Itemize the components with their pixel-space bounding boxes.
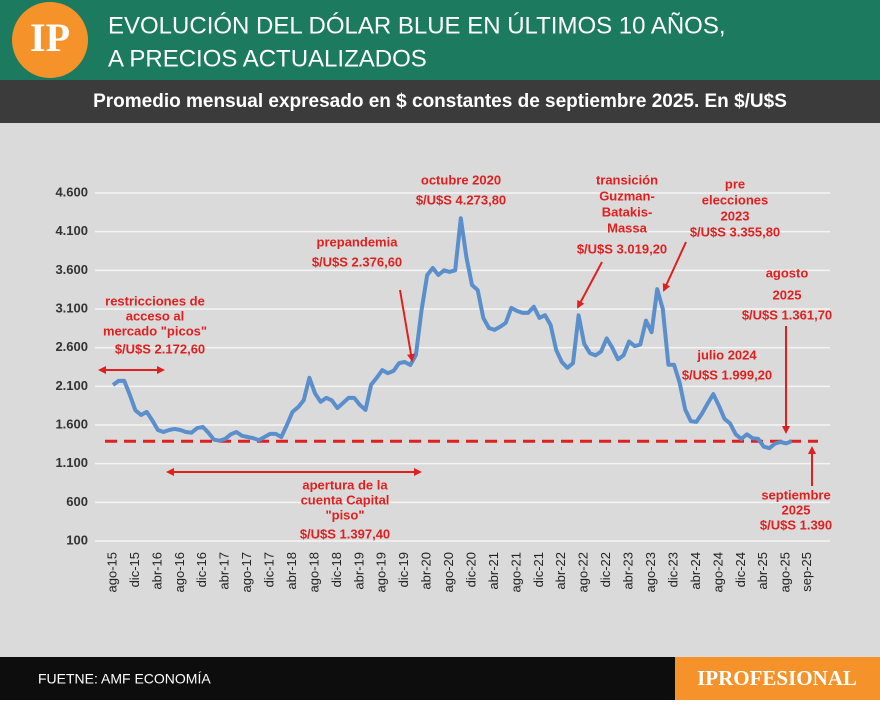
brand: IPROFESIONAL: [697, 666, 857, 690]
x-tick-label: abr-16: [149, 552, 164, 590]
x-tick-label: abr-23: [621, 552, 636, 590]
value-label: $/U$S 1.361,70: [742, 307, 832, 322]
x-tick-label: dic-15: [127, 552, 142, 587]
pointer-arrow: [399, 289, 415, 362]
x-tick-label: dic-23: [665, 552, 680, 587]
annotation: pre: [725, 176, 745, 191]
y-tick-label: 3.100: [55, 300, 88, 315]
x-tick-label: sep-25: [799, 552, 814, 592]
annotation: elecciones: [702, 192, 769, 207]
logo-circle: [12, 2, 88, 78]
x-tick-label: ago-16: [172, 552, 187, 592]
y-tick-label: 100: [66, 532, 88, 547]
y-tick-label: 3.600: [55, 262, 88, 277]
chart-title: EVOLUCIÓN DEL DÓLAR BLUE EN ÚLTIMOS 10 A…: [108, 12, 726, 39]
x-tick-label: abr-22: [553, 552, 568, 590]
x-tick-label: abr-20: [419, 552, 434, 590]
annotation: 2025: [782, 502, 811, 517]
x-tick-label: abr-21: [486, 552, 501, 590]
logo: IP: [30, 15, 70, 60]
y-tick-label: 600: [66, 494, 88, 509]
x-tick-label: dic-19: [396, 552, 411, 587]
annotation: mercado "picos": [103, 323, 207, 338]
annotation: octubre 2020: [421, 172, 501, 187]
annotation: julio 2024: [696, 347, 757, 362]
value-label: $/U$S 2.172,60: [115, 341, 205, 356]
y-tick-label: 4.100: [55, 223, 88, 238]
x-tick-label: ago-15: [104, 552, 119, 592]
source: FUETNE: AMF ECONOMÍA: [38, 671, 211, 687]
x-tick-label: dic-24: [733, 552, 748, 587]
annotation: prepandemia: [317, 234, 399, 249]
annotation: agosto: [766, 265, 809, 280]
arrows: [98, 241, 816, 486]
annotation: Guzman-: [599, 188, 655, 203]
x-tick-label: abr-24: [688, 552, 703, 590]
value-label: $/U$S 1.999,20: [682, 367, 772, 382]
value-label: $/U$S 1.390: [760, 517, 832, 532]
annotation: Batakis-: [602, 204, 653, 219]
y-tick-label: 1.600: [55, 416, 88, 431]
annotation: septiembre: [761, 487, 830, 502]
x-tick-label: ago-24: [710, 552, 725, 592]
plot: ago-15 dic-15 abr-16 ago-16 dic-16 abr-17 ago-…: [104, 216, 818, 592]
x-tick-label: ago-18: [306, 552, 321, 592]
annotation: transición: [596, 172, 658, 187]
subtitle-bg: [0, 80, 880, 123]
annotation: Massa: [607, 220, 648, 235]
chart-bg: [0, 123, 880, 657]
annotation: 2023: [721, 208, 750, 223]
x-tick-label: dic-16: [194, 552, 209, 587]
x-tick-label: dic-17: [262, 552, 277, 587]
value-label: $/U$S 1.397,40: [300, 526, 390, 541]
x-tick-label: dic-18: [329, 552, 344, 587]
x-tick-label: dic-20: [463, 552, 478, 587]
brand-bg: [675, 657, 880, 700]
x-tick-label: dic-22: [598, 552, 613, 587]
x-tick-label: ago-22: [576, 552, 591, 592]
x-tick-label: ago-23: [643, 552, 658, 592]
value-label: $/U$S 3.019,20: [577, 241, 667, 256]
annotation: cuenta Capital: [301, 492, 390, 507]
y-tick-label: 1.100: [55, 455, 88, 470]
x-tick-label: abr-17: [217, 552, 232, 590]
annotation: acceso al: [126, 308, 185, 323]
x-tick-label: ago-25: [778, 552, 793, 592]
x-tick-label: abr-18: [284, 552, 299, 590]
value-label: $/U$S 2.376,60: [312, 254, 402, 269]
annotation: 2025: [773, 287, 802, 302]
x-tick-label: ago-20: [441, 552, 456, 592]
pointer-arrow: [577, 261, 603, 309]
header-bg: [0, 0, 880, 80]
annotation: "piso": [325, 507, 364, 522]
chart-title: A PRECIOS ACTUALIZADOS: [108, 45, 427, 72]
x-tick-label: ago-17: [239, 552, 254, 592]
annotation: restricciones de: [105, 293, 205, 308]
x-tick-label: ago-21: [508, 552, 523, 592]
grid: 100 600 1.100 1.600 2.100 2.600 3.100 3.600 4.10…: [55, 184, 830, 547]
y-tick-label: 2.100: [55, 378, 88, 393]
x-tick-label: abr-25: [755, 552, 770, 590]
pointer-arrow: [662, 241, 687, 292]
x-tick-label: abr-19: [351, 552, 366, 590]
y-tick-label: 2.600: [55, 339, 88, 354]
value-label: $/U$S 4.273,80: [416, 192, 506, 207]
x-tick-label: dic-21: [531, 552, 546, 587]
data-line: [111, 216, 793, 451]
y-tick-label: 4.600: [55, 184, 88, 199]
annotation: apertura de la: [302, 477, 388, 492]
value-label: $/U$S 3.355,80: [690, 224, 780, 239]
subtitle: Promedio mensual expresado en $ constant…: [93, 91, 787, 112]
x-tick-label: ago-19: [374, 552, 389, 592]
